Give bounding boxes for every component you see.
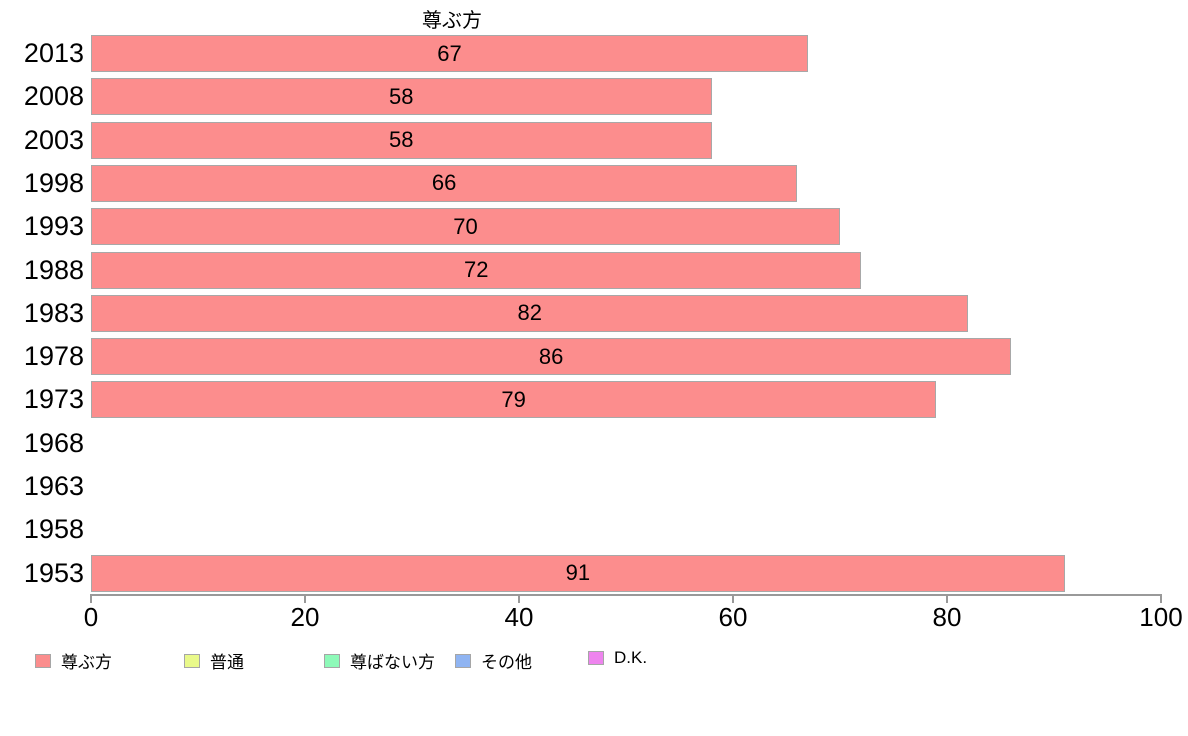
bar-value-label: 86	[538, 343, 564, 369]
x-axis-tick	[732, 594, 734, 603]
y-axis-label: 2003	[23, 124, 84, 155]
chart-title: 尊ぶ方	[422, 10, 482, 32]
bar: 91	[91, 554, 1065, 592]
y-axis-label: 1993	[23, 211, 84, 242]
bar-value-label: 91	[565, 560, 591, 586]
bar: 72	[91, 251, 862, 289]
y-axis-label: 1968	[23, 427, 84, 458]
bar: 79	[91, 381, 937, 419]
bar-value-label: 79	[501, 386, 526, 412]
legend-label: D.K.	[614, 648, 648, 667]
y-axis-label: 1998	[23, 167, 84, 198]
y-axis-label: 2008	[23, 81, 84, 112]
bar-value-label: 58	[389, 83, 414, 109]
legend-item: D.K.	[588, 648, 647, 668]
legend-label: 尊ばない方	[350, 653, 435, 672]
y-axis-label: 1978	[23, 341, 84, 372]
bar-value-label: 70	[453, 213, 478, 239]
legend-label: その他	[481, 653, 532, 672]
y-axis-label: 1958	[23, 514, 84, 545]
bar-value-label: 82	[517, 300, 542, 326]
legend-swatch	[184, 653, 200, 668]
x-axis-tick	[946, 594, 948, 603]
legend-swatch	[35, 653, 51, 668]
bar: 82	[91, 294, 969, 332]
y-axis-label: 1963	[23, 471, 84, 501]
legend-item: 尊ぶ方	[35, 648, 112, 673]
bar-value-label: 58	[389, 127, 414, 153]
bar-value-label: 67	[437, 40, 462, 66]
bar: 58	[91, 121, 712, 159]
y-axis-label: 2013	[23, 38, 84, 68]
legend-swatch	[455, 653, 471, 668]
bar-value-label: 72	[463, 257, 489, 282]
legend-swatch	[588, 651, 604, 665]
y-axis-label: 1953	[23, 557, 84, 588]
legend-item: その他	[455, 648, 532, 673]
bar: 58	[91, 78, 712, 116]
legend-label: 普通	[210, 653, 244, 672]
x-axis-tick-label: 20	[290, 602, 320, 632]
y-axis-label: 1983	[23, 297, 84, 328]
y-axis-label: 1988	[23, 254, 84, 285]
bar-value-label: 66	[431, 170, 457, 196]
x-axis-tick	[304, 594, 306, 603]
bar: 66	[91, 164, 798, 202]
bar: 67	[91, 35, 808, 72]
bar: 86	[91, 338, 1012, 376]
legend-item: 普通	[184, 648, 244, 673]
x-axis-tick-label: 0	[83, 602, 99, 632]
legend-label: 尊ぶ方	[61, 653, 112, 672]
legend-item: 尊ばない方	[324, 648, 435, 673]
x-axis-tick	[1160, 594, 1162, 603]
x-axis-tick-label: 100	[1139, 602, 1183, 632]
x-axis-tick-label: 80	[932, 602, 962, 632]
x-axis-tick	[90, 594, 92, 603]
x-axis-tick-label: 40	[504, 602, 534, 632]
bar: 70	[91, 208, 840, 246]
x-axis-tick	[518, 594, 520, 603]
y-axis-label: 1973	[23, 384, 84, 415]
legend-swatch	[324, 653, 340, 668]
x-axis-tick-label: 60	[718, 602, 748, 632]
x-axis-line	[91, 594, 1161, 596]
